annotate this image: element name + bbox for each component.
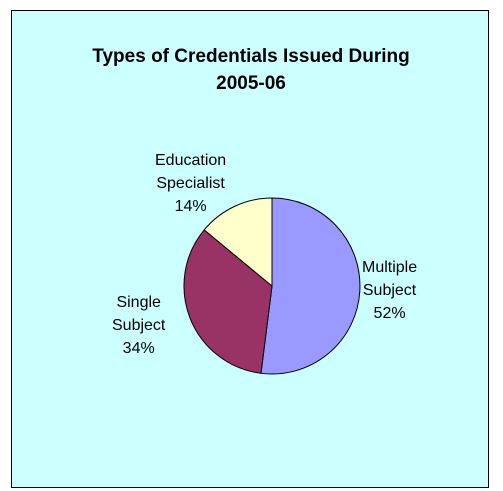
- pie-slice-single-subject: [183, 229, 273, 374]
- chart-title-line-1: Types of Credentials Issued During: [92, 46, 410, 67]
- slice-label-education-specialist-line-1: Education: [155, 152, 227, 169]
- slice-label-single-subject-line-1: Single: [116, 294, 161, 311]
- slice-label-single-subject-percent: 34%: [122, 340, 155, 357]
- slice-label-single-subject: Single Subject 34%: [112, 291, 165, 360]
- slice-label-multiple-subject: Multiple Subject 52%: [362, 256, 417, 325]
- chart-title-line-2: 2005-06: [216, 73, 286, 94]
- slice-label-single-subject-line-2: Subject: [112, 317, 166, 334]
- slice-label-education-specialist-line-2: Specialist: [156, 175, 225, 192]
- pie-slice-education-specialist: [203, 197, 273, 288]
- pie-slice-multiple-subject: [260, 197, 361, 375]
- pie-chart: [183, 197, 361, 375]
- slice-label-multiple-subject-line-1: Multiple: [362, 259, 418, 276]
- slice-label-multiple-subject-line-2: Subject: [362, 282, 417, 299]
- slice-label-education-specialist-percent: 14%: [174, 198, 207, 215]
- slice-label-education-specialist: Education Specialist 14%: [155, 149, 226, 218]
- slice-label-multiple-subject-percent: 52%: [373, 305, 406, 322]
- chart-area: Types of Credentials Issued During 2005-…: [11, 10, 489, 488]
- chart-title: Types of Credentials Issued During 2005-…: [12, 43, 490, 97]
